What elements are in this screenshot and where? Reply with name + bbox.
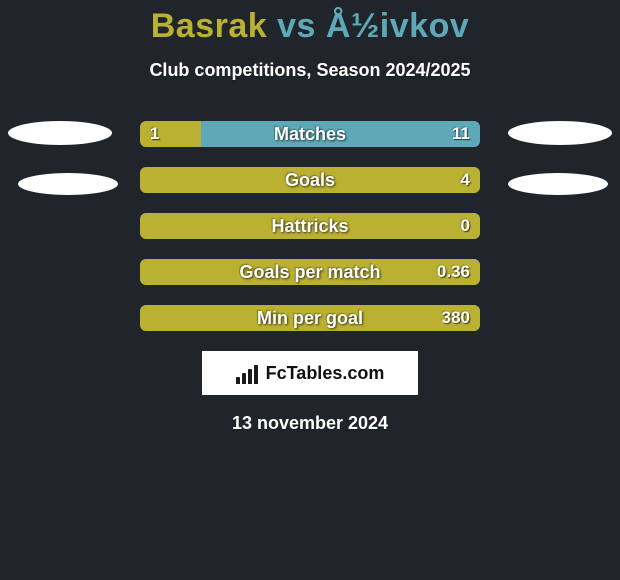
bar-label: Goals xyxy=(140,167,480,193)
bar-right-value: 0.36 xyxy=(437,259,470,285)
bar-right-value: 4 xyxy=(461,167,470,193)
marker-ellipse xyxy=(18,173,118,195)
marker-ellipse xyxy=(8,121,112,145)
bar-row: Goals per match 0.36 xyxy=(140,259,480,285)
marker-ellipse xyxy=(508,121,612,145)
bar-row: 1 Matches 11 xyxy=(140,121,480,147)
page-title: Basrak vs Å½ivkov xyxy=(0,7,620,46)
logo-text: FcTables.com xyxy=(266,363,385,384)
bar-row: Min per goal 380 xyxy=(140,305,480,331)
bar-row: Hattricks 0 xyxy=(140,213,480,239)
bar-right-value: 0 xyxy=(461,213,470,239)
chart-area: 1 Matches 11 Goals 4 Hattricks 0 Goals p… xyxy=(0,121,620,434)
bar-label: Goals per match xyxy=(140,259,480,285)
subtitle: Club competitions, Season 2024/2025 xyxy=(0,60,620,81)
bar-row: Goals 4 xyxy=(140,167,480,193)
bar-label: Matches xyxy=(140,121,480,147)
date-label: 13 november 2024 xyxy=(0,413,620,434)
bar-right-value: 11 xyxy=(452,121,470,147)
right-markers xyxy=(508,121,612,195)
bar-right-value: 380 xyxy=(442,305,470,331)
title-vs: vs xyxy=(267,7,326,45)
player-left-name: Basrak xyxy=(151,7,267,45)
bar-label: Hattricks xyxy=(140,213,480,239)
player-right-name: Å½ivkov xyxy=(326,7,469,45)
marker-ellipse xyxy=(508,173,608,195)
bars-container: 1 Matches 11 Goals 4 Hattricks 0 Goals p… xyxy=(140,121,480,331)
bar-label: Min per goal xyxy=(140,305,480,331)
fctables-logo-link[interactable]: FcTables.com xyxy=(202,351,418,395)
bar-chart-icon xyxy=(236,362,262,384)
infographic-root: Basrak vs Å½ivkov Club competitions, Sea… xyxy=(0,0,620,580)
left-markers xyxy=(8,121,118,195)
